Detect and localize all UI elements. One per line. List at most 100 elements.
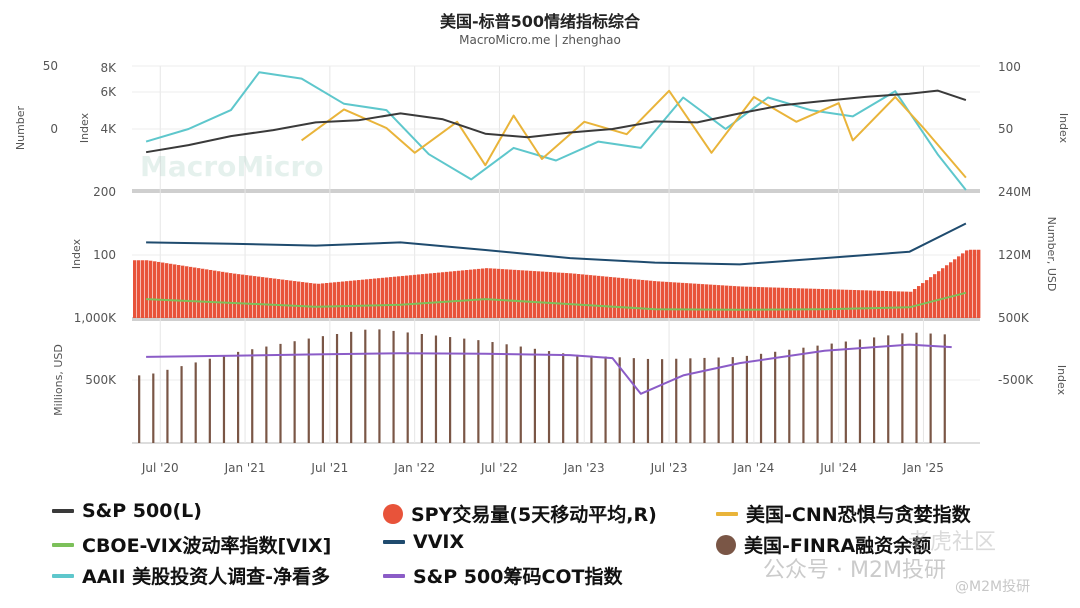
finra-margin-bar xyxy=(717,357,720,443)
spy-volume-bar xyxy=(673,282,677,318)
cnn-fear-greed-line xyxy=(301,89,967,179)
spy-volume-bar xyxy=(761,287,765,318)
x-tick-label: Jul '22 xyxy=(480,461,518,475)
spy-volume-bar xyxy=(637,279,641,318)
spy-volume-bar xyxy=(377,278,381,318)
spy-volume-bar xyxy=(545,271,549,318)
legend-swatch-vvix xyxy=(383,540,405,544)
spy-volume-bar xyxy=(201,268,205,318)
vix-line xyxy=(146,291,967,311)
spy-volume-bar xyxy=(665,281,669,318)
legend-item-vvix[interactable]: VVIX xyxy=(383,531,464,553)
spy-volume-bar xyxy=(837,289,841,318)
legend-swatch-spy-volume xyxy=(383,503,403,524)
spy-volume-bar xyxy=(381,277,385,318)
spy-volume-bar xyxy=(225,272,229,318)
legend-label-cnn-fear-greed: 美国-CNN恐惧与贪婪指数 xyxy=(746,504,971,526)
spy-volume-bar xyxy=(521,270,525,318)
y-tick-label: 6K xyxy=(100,85,117,99)
legend-item-finra-margin[interactable]: 美国-FINRA融资余额 xyxy=(716,531,931,558)
spy-volume-bar xyxy=(357,280,361,318)
spy-volume-bar xyxy=(461,270,465,318)
finra-margin-bar xyxy=(858,339,862,443)
chart-title: 美国-标普500情绪指标综合 xyxy=(439,12,641,31)
spy-volume-bar xyxy=(949,262,953,318)
spy-volume-bar xyxy=(489,268,493,318)
finra-margin-bar xyxy=(335,333,339,443)
y-tick-label: 0 xyxy=(50,122,58,136)
legend-item-sp500[interactable]: S&P 500(L) xyxy=(52,500,202,522)
legend-item-spy-volume[interactable]: SPY交易量(5天移动平均,R) xyxy=(383,500,657,527)
spy-volume-bar xyxy=(841,289,845,318)
spy-volume-bar xyxy=(541,271,545,318)
y-axis-label: Index xyxy=(1055,365,1068,396)
panel-separator xyxy=(132,189,980,193)
spy-volume-bar xyxy=(721,285,725,318)
spy-volume-bar xyxy=(605,276,609,318)
x-tick-label: Jan '21 xyxy=(224,461,266,475)
y-tick-label: 50 xyxy=(43,59,58,73)
spy-volume-bar xyxy=(913,289,917,318)
spy-volume-bar xyxy=(161,262,165,318)
spy-volume-bar xyxy=(953,259,957,318)
spy-volume-bar xyxy=(789,288,793,318)
spy-volume-bar xyxy=(625,278,629,318)
spy-volume-bar xyxy=(597,275,601,318)
finra-margin-bar xyxy=(392,330,395,443)
finra-margin-bar xyxy=(590,355,593,443)
spy-volume-bar xyxy=(445,271,449,318)
finra-margin-bar xyxy=(873,337,876,443)
finra-margin-bar xyxy=(180,366,183,443)
spy-volume-bar xyxy=(513,269,517,318)
legend-item-cot[interactable]: S&P 500筹码COT指数 xyxy=(383,562,623,589)
vvix-line xyxy=(146,222,967,266)
y-tick-label: 100 xyxy=(998,60,1021,74)
spy-volume-bar xyxy=(261,277,265,318)
spy-volume-bar xyxy=(517,270,521,318)
spy-volume-bar xyxy=(849,289,853,318)
spy-volume-bar xyxy=(365,279,369,318)
spy-volume-bar xyxy=(937,271,941,318)
spy-volume-bar xyxy=(729,285,733,318)
legend-item-aaii[interactable]: AAII 美股投资人调查-净看多 xyxy=(52,562,330,589)
chart-canvas: Jul '20 Jan '21 Jul '21 Jan '22 Jul '22 Jan '… xyxy=(14,59,1070,475)
y-tick-label: 500K xyxy=(85,373,117,387)
spy-volume-bar xyxy=(925,280,929,318)
spy-volume-bar xyxy=(397,276,401,318)
panel-separator xyxy=(132,317,980,321)
spy-volume-bar xyxy=(169,263,173,318)
legend-swatch-aaii xyxy=(52,573,74,578)
spy-volume-bar xyxy=(209,269,213,318)
legend-item-vix[interactable]: CBOE-VIX波动率指数[VIX] xyxy=(52,531,331,558)
spy-volume-bar xyxy=(565,273,569,318)
y-axis-label: Millions, USD xyxy=(52,344,65,416)
finra-margin-bar xyxy=(463,338,466,443)
spy-volume-bar xyxy=(865,290,869,318)
spy-volume-bar xyxy=(745,286,749,318)
x-tick-label: Jul '23 xyxy=(650,461,688,475)
finra-margin-bar xyxy=(689,358,692,443)
legend-item-cnn-fear-greed[interactable]: 美国-CNN恐惧与贪婪指数 xyxy=(716,500,971,527)
spy-volume-bar xyxy=(165,263,169,318)
spy-volume-bar xyxy=(593,275,597,318)
spy-volume-bar xyxy=(393,276,397,318)
finra-margin-bar xyxy=(830,343,833,443)
spy-volume-bar xyxy=(469,269,473,318)
finra-margin-bar xyxy=(675,358,678,443)
spy-volume-bar xyxy=(145,260,149,318)
spy-volume-bar xyxy=(245,275,249,318)
spy-volume-bar xyxy=(589,275,593,318)
finra-margin-bar xyxy=(887,335,890,443)
spy-volume-bar xyxy=(601,276,605,318)
finra-margin-bar xyxy=(265,346,268,443)
spy-volume-bar xyxy=(321,283,325,318)
spy-volume-bar xyxy=(733,286,737,318)
y-tick-label: 1,000K xyxy=(74,311,117,325)
spy-volume-bar xyxy=(833,289,837,318)
spy-volume-bar xyxy=(569,273,573,318)
legend-swatch-sp500 xyxy=(52,509,74,513)
legend-label-finra-margin: 美国-FINRA融资余额 xyxy=(744,535,932,557)
spy-volume-bar xyxy=(617,277,621,318)
spy-volume-bar xyxy=(505,269,509,318)
spy-volume-bar xyxy=(645,280,649,318)
